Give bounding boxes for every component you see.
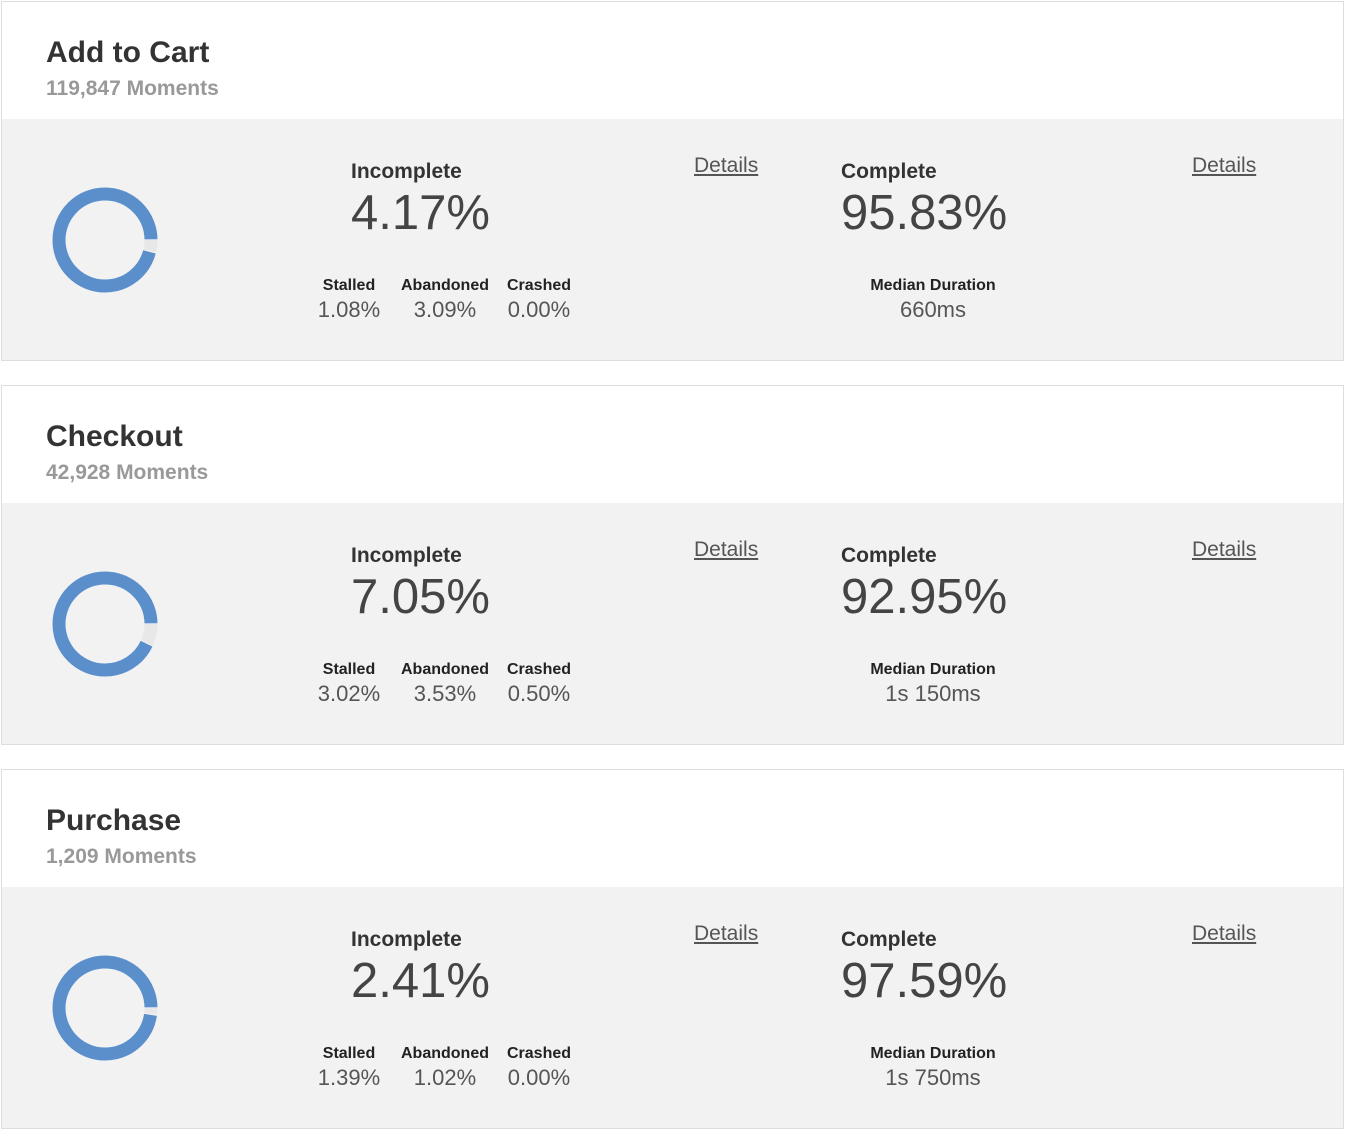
stat-value: 3.53% [413,681,477,706]
complete-percent: 92.95% [841,570,1008,624]
complete-label: Complete [841,928,937,951]
complete-details-link[interactable]: Details [1192,154,1257,177]
stat-value: 1.08% [317,297,381,322]
stat-value: 3.02% [317,681,381,706]
stat-abandoned: Abandoned 1.02% [400,1045,490,1091]
donut-incomplete-arc [52,571,158,677]
card-body: Incomplete 7.05% Details Complete 92.95%… [2,503,1343,744]
moment-card-checkout: Checkout 42,928 Moments Incomplete 7.05%… [1,385,1344,745]
card-title: Add to Cart [46,36,210,69]
median-duration: Median Duration 660ms [853,277,1013,323]
stat-value: 1.02% [413,1065,477,1090]
median-duration-value: 1s 750ms [885,1065,981,1090]
complete-details-link[interactable]: Details [1192,922,1257,945]
moments-count: 1,209 Moments [46,845,197,868]
complete-label: Complete [841,160,937,183]
donut-complete-arc [52,955,158,1061]
incomplete-percent: 2.41% [351,954,490,1008]
stat-label: Abandoned [401,277,489,294]
completion-donut [52,955,158,1061]
incomplete-percent: 4.17% [351,186,490,240]
stat-crashed: Crashed 0.00% [500,277,578,323]
stat-value: 1.39% [317,1065,381,1090]
card-header: Purchase 1,209 Moments [2,770,1343,887]
card-header: Add to Cart 119,847 Moments [2,2,1343,119]
stat-stalled: Stalled 3.02% [310,661,388,707]
stat-crashed: Crashed 0.50% [500,661,578,707]
stat-label: Abandoned [401,1045,489,1062]
stat-label: Crashed [506,661,572,678]
incomplete-label: Incomplete [351,928,462,951]
median-duration-label: Median Duration [870,277,996,294]
complete-label: Complete [841,544,937,567]
stat-stalled: Stalled 1.08% [310,277,388,323]
donut-incomplete-arc [52,955,158,1061]
moment-card-purchase: Purchase 1,209 Moments Incomplete 2.41% … [1,769,1344,1129]
incomplete-details-link[interactable]: Details [694,154,759,177]
stat-crashed: Crashed 0.00% [500,1045,578,1091]
stat-label: Crashed [506,277,572,294]
stat-label: Stalled [322,1045,376,1062]
incomplete-label: Incomplete [351,160,462,183]
donut-incomplete-arc [52,187,158,293]
stat-label: Crashed [506,1045,572,1062]
moments-count: 42,928 Moments [46,461,209,484]
incomplete-label: Incomplete [351,544,462,567]
stat-value: 0.00% [507,1065,571,1090]
stat-value: 0.00% [507,297,571,322]
completion-donut [52,187,158,293]
stat-value: 0.50% [507,681,571,706]
stat-value: 3.09% [413,297,477,322]
complete-details-link[interactable]: Details [1192,538,1257,561]
median-duration: Median Duration 1s 150ms [853,661,1013,707]
incomplete-details-link[interactable]: Details [694,922,759,945]
complete-percent: 97.59% [841,954,1008,1008]
card-title: Purchase [46,804,182,837]
moments-count: 119,847 Moments [46,77,219,100]
card-title: Checkout [46,420,183,453]
median-duration-value: 660ms [899,297,967,322]
donut-complete-arc [52,571,158,677]
card-body: Incomplete 2.41% Details Complete 97.59%… [2,887,1343,1128]
card-header: Checkout 42,928 Moments [2,386,1343,503]
stat-label: Abandoned [401,661,489,678]
median-duration-label: Median Duration [870,661,996,678]
incomplete-details-link[interactable]: Details [694,538,759,561]
donut-complete-arc [52,187,158,293]
median-duration-label: Median Duration [870,1045,996,1062]
stat-stalled: Stalled 1.39% [310,1045,388,1091]
stat-abandoned: Abandoned 3.53% [400,661,490,707]
median-duration-value: 1s 150ms [885,681,981,706]
stat-label: Stalled [322,661,376,678]
stat-label: Stalled [322,277,376,294]
moment-card-add-to-cart: Add to Cart 119,847 Moments Incomplete 4… [1,1,1344,361]
completion-donut [52,571,158,677]
median-duration: Median Duration 1s 750ms [853,1045,1013,1091]
complete-percent: 95.83% [841,186,1008,240]
incomplete-percent: 7.05% [351,570,490,624]
stat-abandoned: Abandoned 3.09% [400,277,490,323]
card-body: Incomplete 4.17% Details Complete 95.83%… [2,119,1343,360]
